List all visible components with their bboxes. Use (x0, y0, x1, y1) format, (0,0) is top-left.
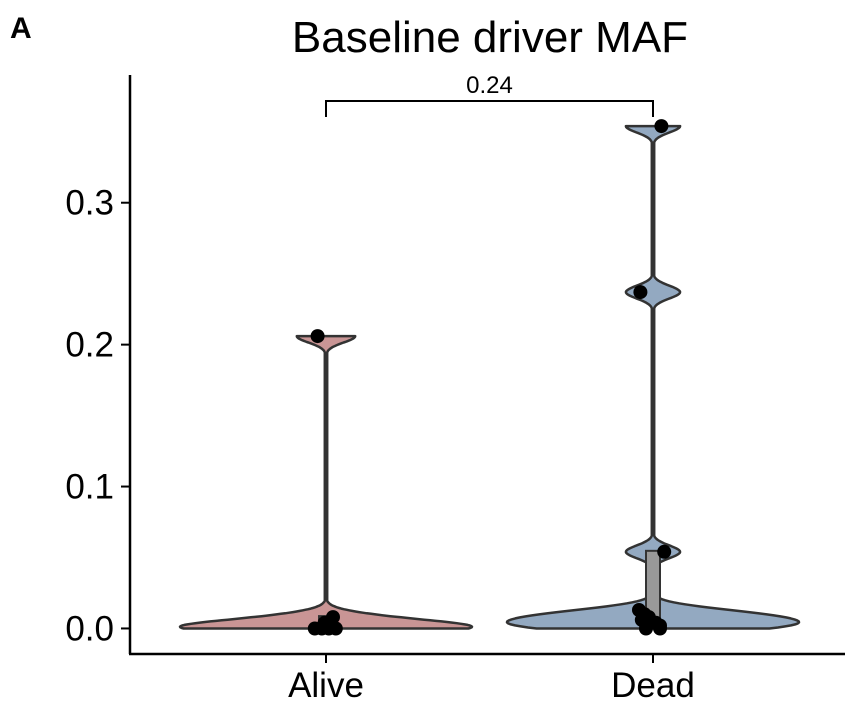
data-point-alive-0 (310, 329, 325, 344)
point-layer (307, 119, 672, 636)
x-tick-label-dead: Dead (611, 666, 695, 701)
y-axis: 0.0 0.1 0.2 0.3 (65, 75, 132, 654)
comparison-bracket: 0.24 (325, 72, 654, 117)
x-tick-label-alive: Alive (288, 666, 364, 701)
bracket-line (325, 100, 654, 117)
data-point-dead-1 (633, 285, 648, 300)
panel-label: A (10, 12, 32, 45)
y-tick-label-2: 0.2 (65, 326, 114, 365)
data-point-dead-0 (654, 119, 669, 134)
y-tick-label-3: 0.3 (65, 184, 114, 223)
p-value-label: 0.24 (466, 72, 513, 99)
violin-layer (178, 124, 801, 631)
data-point-dead-9 (639, 621, 653, 636)
data-point-dead-10 (653, 621, 667, 636)
x-axis: Alive Dead (129, 652, 845, 701)
violin-alive (178, 334, 474, 630)
chart-title: Baseline driver MAF (292, 13, 688, 62)
data-point-dead-2 (657, 544, 672, 559)
y-tick-label-1: 0.1 (65, 468, 114, 507)
y-tick-label-0: 0.0 (65, 609, 114, 648)
data-point-alive-6 (317, 615, 332, 630)
violin-dead (505, 124, 801, 630)
data-point-alive-4 (328, 621, 343, 636)
